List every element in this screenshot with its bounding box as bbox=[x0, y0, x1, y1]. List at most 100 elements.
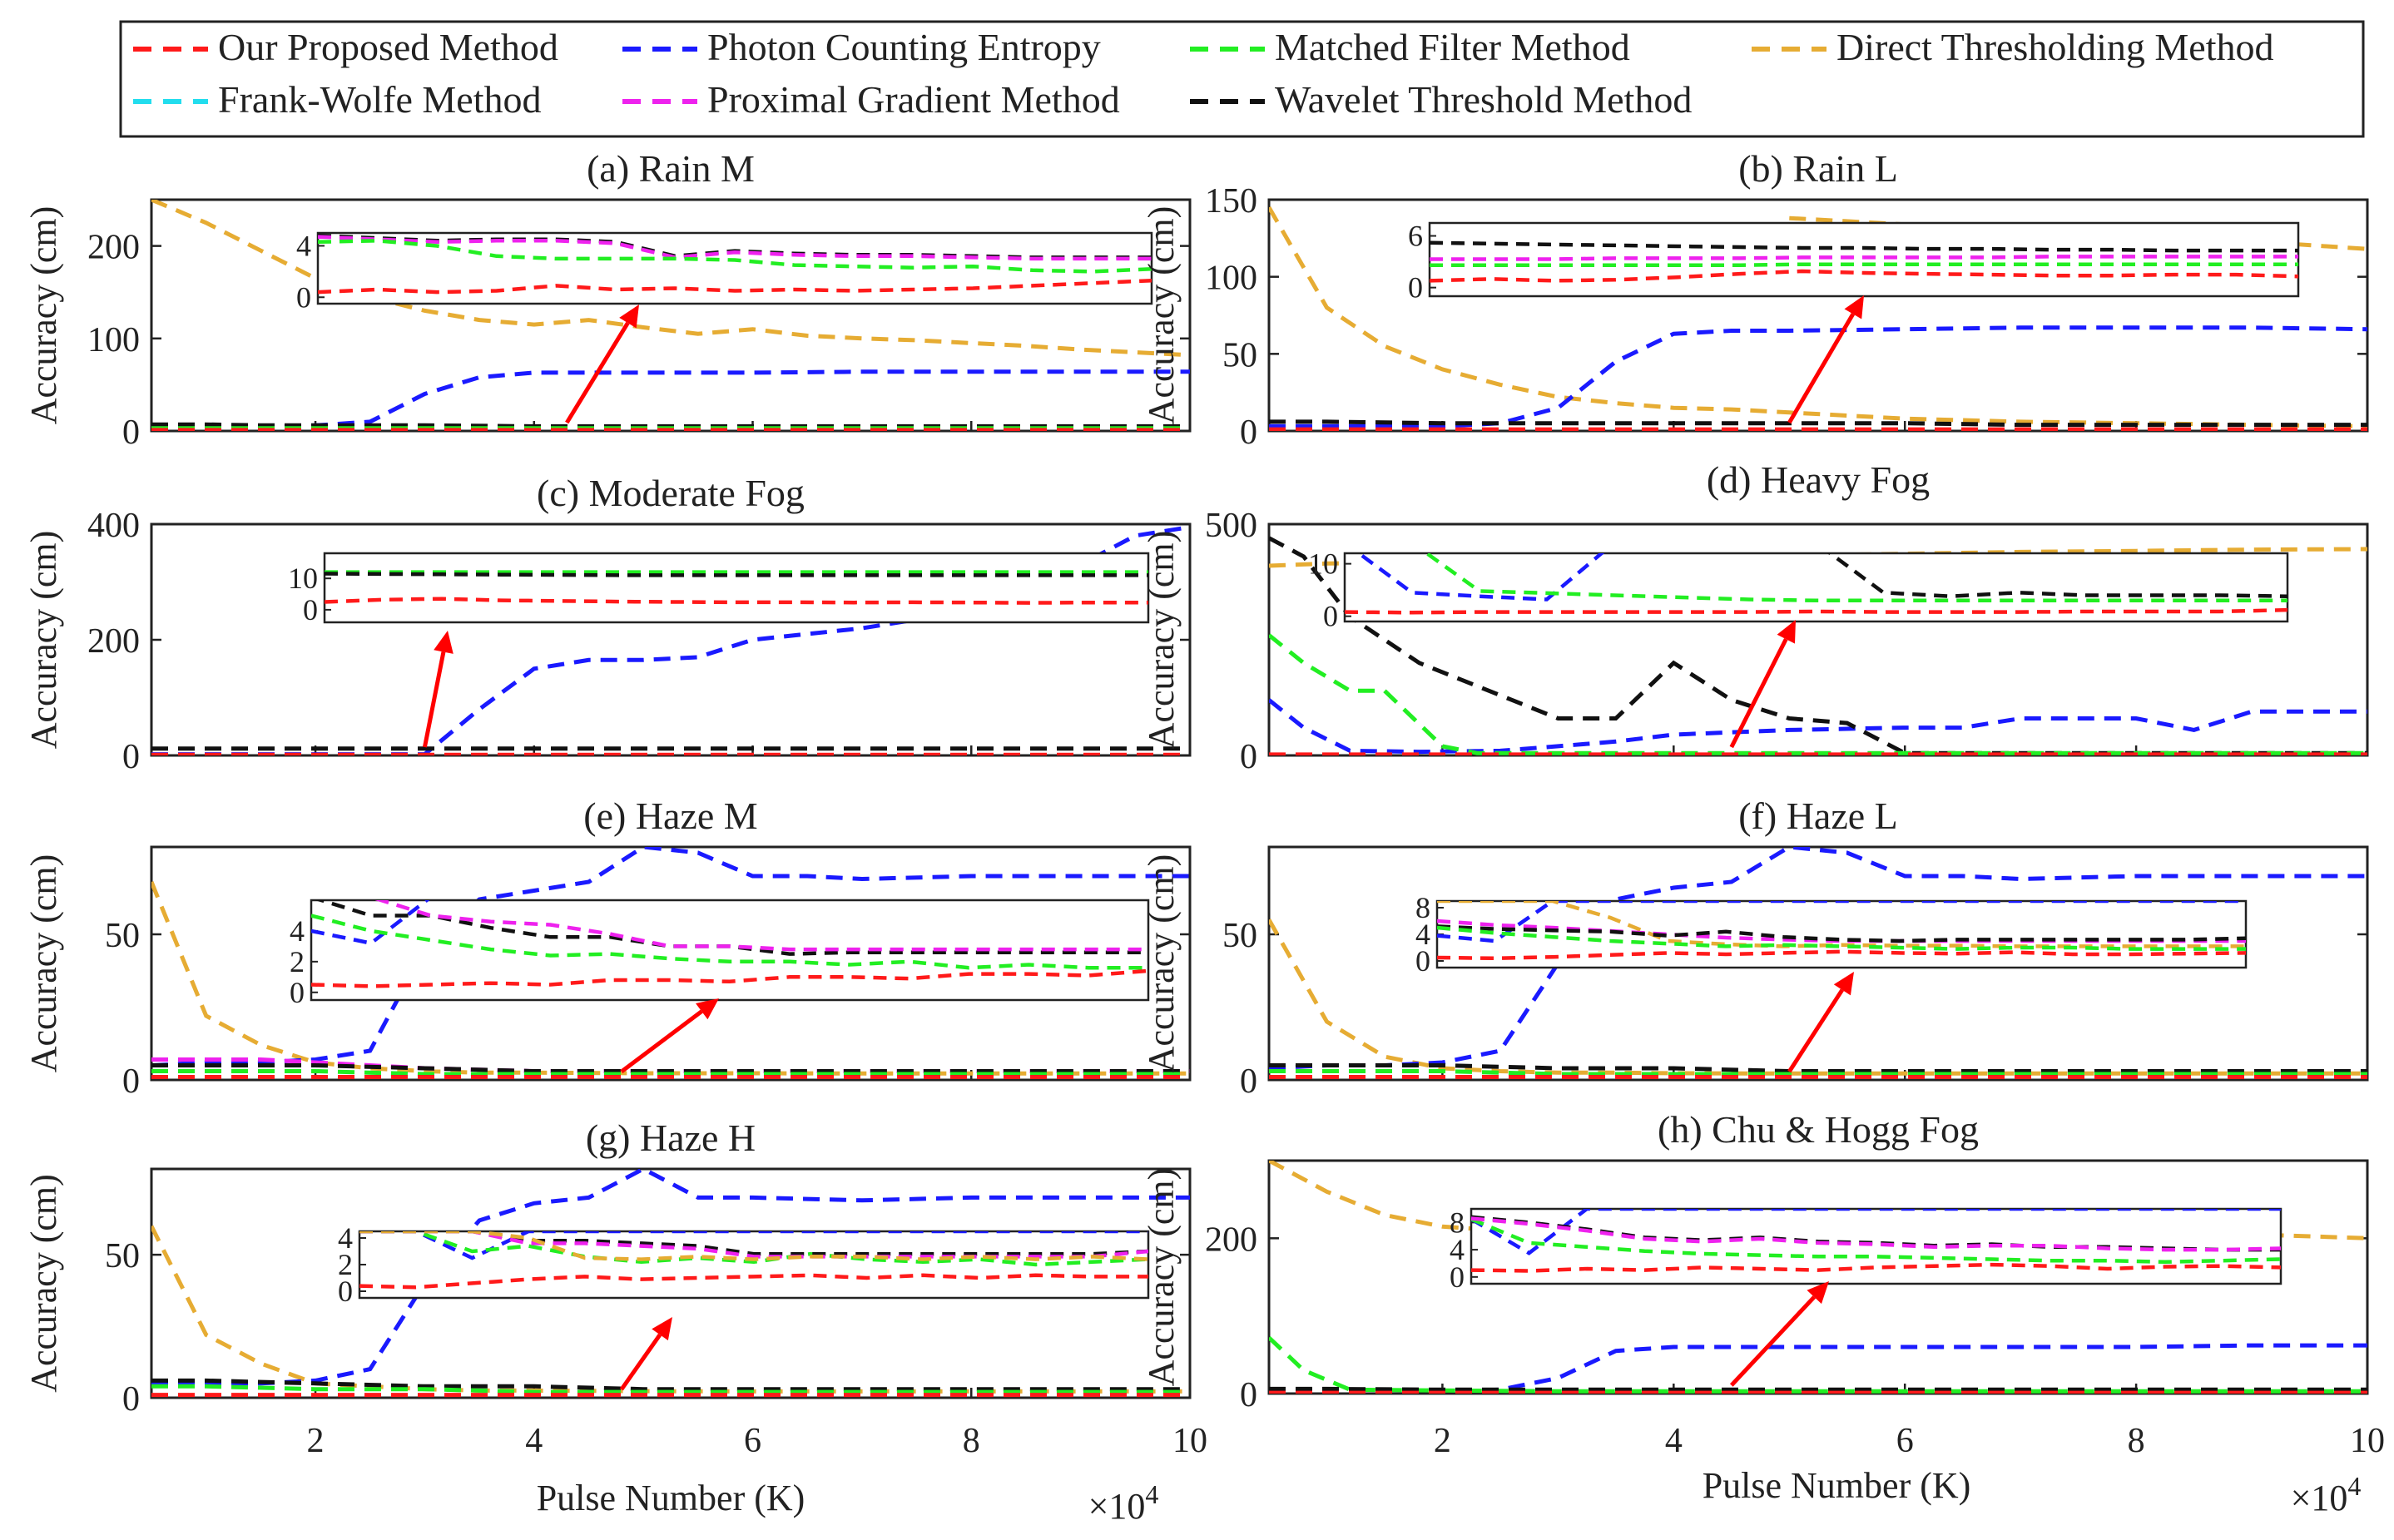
inset-series-line-ours bbox=[1437, 949, 2246, 961]
legend-label-dtm: Direct Thresholding Method bbox=[1836, 26, 2274, 68]
inset-y-tick-label: 0 bbox=[1450, 1260, 1465, 1294]
inset-series-line-mfm bbox=[1437, 925, 2246, 951]
y-tick-label: 500 bbox=[1205, 507, 1257, 545]
chart-title: (h) Chu & Hogg Fog bbox=[1658, 1108, 1979, 1151]
y-tick-label: 50 bbox=[1222, 336, 1257, 374]
inset-zoom: 048 bbox=[1415, 891, 2248, 978]
y-tick-label: 100 bbox=[87, 321, 140, 359]
series-line-mfm bbox=[151, 1069, 1190, 1077]
inset-series-line-mfm bbox=[318, 239, 1152, 274]
y-tick-label: 0 bbox=[122, 1062, 140, 1101]
chart-title: (f) Haze L bbox=[1738, 795, 1898, 837]
inset-y-tick-label: 0 bbox=[1415, 944, 1430, 978]
y-axis-label: Accuracy (cm) bbox=[23, 854, 64, 1073]
inset-y-tick-label: 4 bbox=[338, 1221, 353, 1255]
x-tick-label: 4 bbox=[1665, 1422, 1683, 1460]
y-axis-label: Accuracy (cm) bbox=[1141, 854, 1182, 1073]
inset-frame bbox=[316, 231, 1153, 305]
chart-panel-4: (d) Heavy Fog Accuracy (cm) 0 500 0 10 bbox=[1141, 458, 2369, 776]
legend-label-wtm: Wavelet Threshold Method bbox=[1275, 78, 1692, 121]
inset-series-line-mfm bbox=[1423, 553, 2287, 603]
series-line-pce bbox=[1269, 698, 2367, 755]
zoom-arrow-shaft bbox=[422, 651, 446, 748]
x-multiplier-right-exp: 4 bbox=[2347, 1471, 2361, 1501]
inset-zoom: 06 bbox=[1408, 220, 2300, 305]
inset-series-line-ours bbox=[1345, 607, 2287, 615]
y-tick-label: 150 bbox=[1205, 182, 1257, 220]
x-tick-label: 8 bbox=[963, 1422, 980, 1460]
x-tick-label: 6 bbox=[1896, 1422, 1914, 1460]
zoom-arrow-head bbox=[696, 998, 719, 1020]
inset-y-tick-label: 0 bbox=[296, 280, 311, 314]
y-tick-label: 0 bbox=[1240, 1376, 1257, 1414]
y-tick-label: 100 bbox=[1205, 260, 1257, 298]
zoom-arrow-head bbox=[619, 305, 639, 329]
zoom-arrow-shaft bbox=[1787, 313, 1856, 424]
zoom-arrow-shaft bbox=[1787, 988, 1844, 1073]
legend-label-fw: Frank-Wolfe Method bbox=[218, 78, 541, 121]
x-multiplier-left: ×104 bbox=[1088, 1479, 1159, 1527]
y-axis-label: Accuracy (cm) bbox=[23, 206, 64, 425]
chart-title: (c) Moderate Fog bbox=[537, 472, 805, 514]
inset-y-tick-label: 4 bbox=[1450, 1233, 1465, 1266]
x-axis-label-right: Pulse Number (K) bbox=[1703, 1465, 1971, 1506]
zoom-arrow-shaft bbox=[565, 321, 630, 424]
zoom-arrow-shaft bbox=[619, 1333, 662, 1391]
inset-y-tick-label: 0 bbox=[1323, 600, 1338, 633]
legend: Our Proposed Method Photon Counting Entro… bbox=[119, 20, 2365, 138]
inset-frame bbox=[1428, 221, 2300, 298]
inset-series-line-pgm bbox=[1430, 255, 2298, 261]
legend-box bbox=[119, 20, 2365, 138]
inset-series-line-dtm bbox=[359, 1231, 1148, 1261]
inset-zoom: 024 bbox=[338, 1221, 1150, 1308]
legend-label-ours: Our Proposed Method bbox=[218, 26, 558, 68]
inset-series-line-ours bbox=[311, 968, 1148, 988]
zoom-arrow-shaft bbox=[1729, 1295, 1817, 1387]
legend-label-mfm: Matched Filter Method bbox=[1275, 26, 1630, 68]
series-line-wtm bbox=[151, 1378, 1190, 1392]
x-tick-label: 2 bbox=[307, 1422, 325, 1460]
x-multiplier-right-base: ×10 bbox=[2291, 1478, 2348, 1518]
inset-zoom: 048 bbox=[1450, 1206, 2282, 1294]
x-multiplier-left-base: ×10 bbox=[1088, 1486, 1146, 1527]
zoom-arrow-shaft bbox=[620, 1009, 703, 1073]
y-tick-label: 50 bbox=[105, 917, 140, 955]
series-line-mfm bbox=[1269, 1069, 2367, 1077]
inset-y-tick-label: 8 bbox=[1450, 1206, 1465, 1239]
zoom-arrow-head bbox=[1844, 295, 1864, 319]
inset-series-line-mfm bbox=[311, 914, 1148, 970]
inset-series-line-wtm bbox=[1437, 924, 2246, 943]
inset-series-line-pgm bbox=[1471, 1216, 2281, 1252]
inset-series-line-wtm bbox=[325, 572, 1148, 577]
inset-y-tick-label: 0 bbox=[338, 1275, 353, 1308]
inset-y-tick-label: 0 bbox=[303, 593, 318, 626]
inset-y-tick-label: 4 bbox=[290, 914, 305, 948]
y-tick-label: 0 bbox=[122, 1380, 140, 1419]
chart-panel-6: (f) Haze L Accuracy (cm) 0 50 048 bbox=[1141, 795, 2369, 1101]
y-axis-label: Accuracy (cm) bbox=[23, 1174, 64, 1393]
x-tick-label: 4 bbox=[525, 1422, 543, 1460]
chart-title: (e) Haze M bbox=[583, 795, 757, 837]
inset-series-line-ours bbox=[325, 597, 1148, 605]
legend-label-pce: Photon Counting Entropy bbox=[707, 26, 1101, 68]
y-axis-label: Accuracy (cm) bbox=[23, 531, 64, 750]
zoom-arrow-shaft bbox=[1729, 638, 1788, 749]
y-axis-label: Accuracy (cm) bbox=[1141, 206, 1182, 425]
inset-frame bbox=[323, 552, 1150, 624]
inset-y-tick-label: 10 bbox=[288, 562, 318, 595]
inset-y-tick-label: 4 bbox=[296, 229, 311, 262]
x-multiplier-left-exp: 4 bbox=[1145, 1479, 1158, 1509]
inset-y-tick-label: 0 bbox=[290, 976, 305, 1009]
y-tick-label: 50 bbox=[1222, 917, 1257, 955]
inset-y-tick-label: 10 bbox=[1308, 547, 1338, 581]
x-tick-label: 10 bbox=[1172, 1422, 1207, 1460]
inset-y-tick-label: 6 bbox=[1408, 220, 1423, 253]
y-tick-label: 400 bbox=[87, 507, 140, 545]
series-line-pce bbox=[1269, 325, 2367, 428]
x-multiplier-right: ×104 bbox=[2291, 1471, 2362, 1518]
inset-series-line-ours bbox=[359, 1273, 1148, 1290]
inset-zoom: 0 10 bbox=[1308, 547, 2289, 633]
